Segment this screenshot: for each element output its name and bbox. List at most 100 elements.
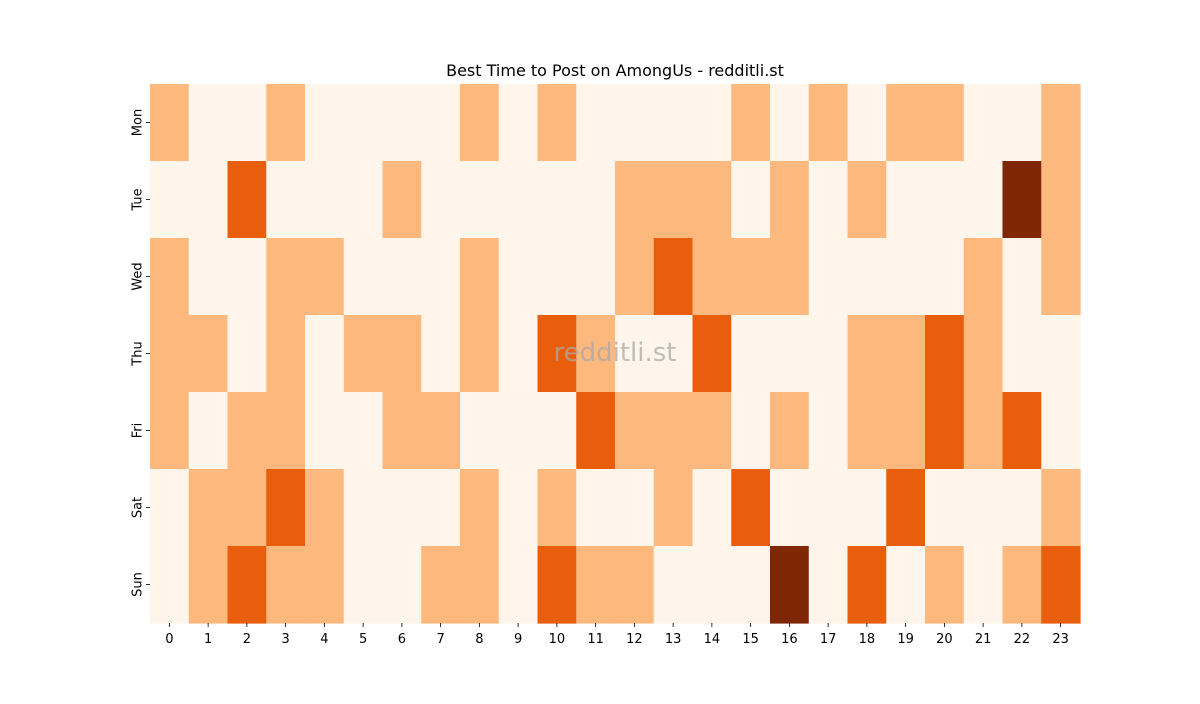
heatmap-cell <box>460 238 500 316</box>
heatmap-cell <box>188 469 229 547</box>
heatmap-cell <box>266 238 306 316</box>
heatmap-cell <box>498 469 539 547</box>
x-tick-label: 13 <box>665 632 682 647</box>
heatmap-cell <box>498 238 539 316</box>
heatmap-cell <box>925 84 965 162</box>
heatmap-cell <box>188 315 229 393</box>
heatmap-cell <box>382 161 422 239</box>
heatmap-cell <box>1041 546 1081 624</box>
heatmap-cell <box>963 315 1004 393</box>
heatmap-cell <box>847 315 887 393</box>
heatmap-cell <box>963 84 1004 162</box>
heatmap-cell <box>692 469 732 547</box>
heatmap-cell <box>1002 238 1042 316</box>
heatmap-cell <box>808 392 849 470</box>
heatmap-cell <box>653 238 694 316</box>
y-axis: Mon Tue Wed Thu Fri Sat Sun <box>131 109 150 597</box>
heatmap-cell <box>227 238 267 316</box>
heatmap-cell <box>731 238 771 316</box>
heatmap-cell <box>150 238 190 316</box>
heatmap-cell <box>537 238 577 316</box>
heatmap-cell <box>731 315 771 393</box>
heatmap-cell <box>421 546 461 624</box>
heatmap-cell <box>808 315 849 393</box>
heatmap-cell <box>498 161 539 239</box>
heatmap-cell <box>460 546 500 624</box>
heatmap-cell <box>653 546 694 624</box>
heatmap-cell <box>343 469 384 547</box>
heatmap-cell <box>847 546 887 624</box>
heatmap-cell <box>692 161 732 239</box>
heatmap-cell <box>576 161 616 239</box>
heatmap-cell <box>188 546 229 624</box>
heatmap-cell <box>498 546 539 624</box>
heatmap-cell <box>227 315 267 393</box>
heatmap-cell <box>886 84 926 162</box>
heatmap-cell <box>460 469 500 547</box>
heatmap-cell <box>770 84 810 162</box>
heatmap-cell <box>382 469 422 547</box>
heatmap-cell <box>925 238 965 316</box>
x-tick-label: 11 <box>587 632 604 647</box>
heatmap-cell <box>847 392 887 470</box>
heatmap-cell <box>576 84 616 162</box>
heatmap-cell <box>1041 469 1081 547</box>
heatmap-cell <box>925 469 965 547</box>
heatmap-cell <box>770 546 810 624</box>
heatmap-cell <box>886 469 926 547</box>
x-tick-label: 6 <box>398 632 406 647</box>
x-tick-label: 18 <box>859 632 876 647</box>
heatmap-cell <box>576 546 616 624</box>
heatmap-cell <box>731 469 771 547</box>
heatmap-cell <box>498 315 539 393</box>
heatmap-cell <box>305 469 345 547</box>
heatmap-cell <box>963 546 1004 624</box>
heatmap-cell <box>808 469 849 547</box>
heatmap-cell <box>1041 161 1081 239</box>
y-tick-label: Wed <box>131 262 146 290</box>
heatmap-cell <box>731 546 771 624</box>
heatmap-cell <box>847 161 887 239</box>
heatmap-cell <box>343 84 384 162</box>
heatmap-cell <box>227 161 267 239</box>
heatmap-cell <box>963 161 1004 239</box>
heatmap-cell <box>1002 469 1042 547</box>
chart-title: Best Time to Post on AmongUs - redditli.… <box>446 61 784 80</box>
heatmap-cell <box>460 392 500 470</box>
heatmap-cell <box>460 161 500 239</box>
heatmap-cell <box>343 161 384 239</box>
heatmap-cell <box>227 546 267 624</box>
heatmap-cell <box>266 469 306 547</box>
heatmap-cell <box>305 546 345 624</box>
heatmap-cell <box>227 84 267 162</box>
heatmap-cell <box>421 392 461 470</box>
heatmap-cell <box>537 392 577 470</box>
heatmap-cell <box>537 315 577 393</box>
heatmap-cell <box>615 469 655 547</box>
y-tick-label: Sun <box>131 572 146 597</box>
heatmap-cell <box>150 84 190 162</box>
heatmap-cell <box>731 161 771 239</box>
heatmap-cell <box>460 84 500 162</box>
heatmap-cell <box>305 392 345 470</box>
heatmap-cell <box>150 161 190 239</box>
heatmap-cell <box>615 315 655 393</box>
heatmap-cell <box>770 392 810 470</box>
heatmap-cell <box>925 392 965 470</box>
heatmap-cell <box>1041 84 1081 162</box>
heatmap-cell <box>305 84 345 162</box>
heatmap-cell <box>615 392 655 470</box>
heatmap-cell <box>382 238 422 316</box>
heatmap-cell <box>305 315 345 393</box>
heatmap-cell <box>770 469 810 547</box>
heatmap-cell <box>537 546 577 624</box>
heatmap-cell <box>925 161 965 239</box>
watermark-text: redditli.st <box>554 338 677 368</box>
heatmap-cell <box>808 546 849 624</box>
heatmap-cell <box>266 546 306 624</box>
heatmap-cell <box>1002 392 1042 470</box>
heatmap-cell <box>886 546 926 624</box>
heatmap-cell <box>1002 546 1042 624</box>
